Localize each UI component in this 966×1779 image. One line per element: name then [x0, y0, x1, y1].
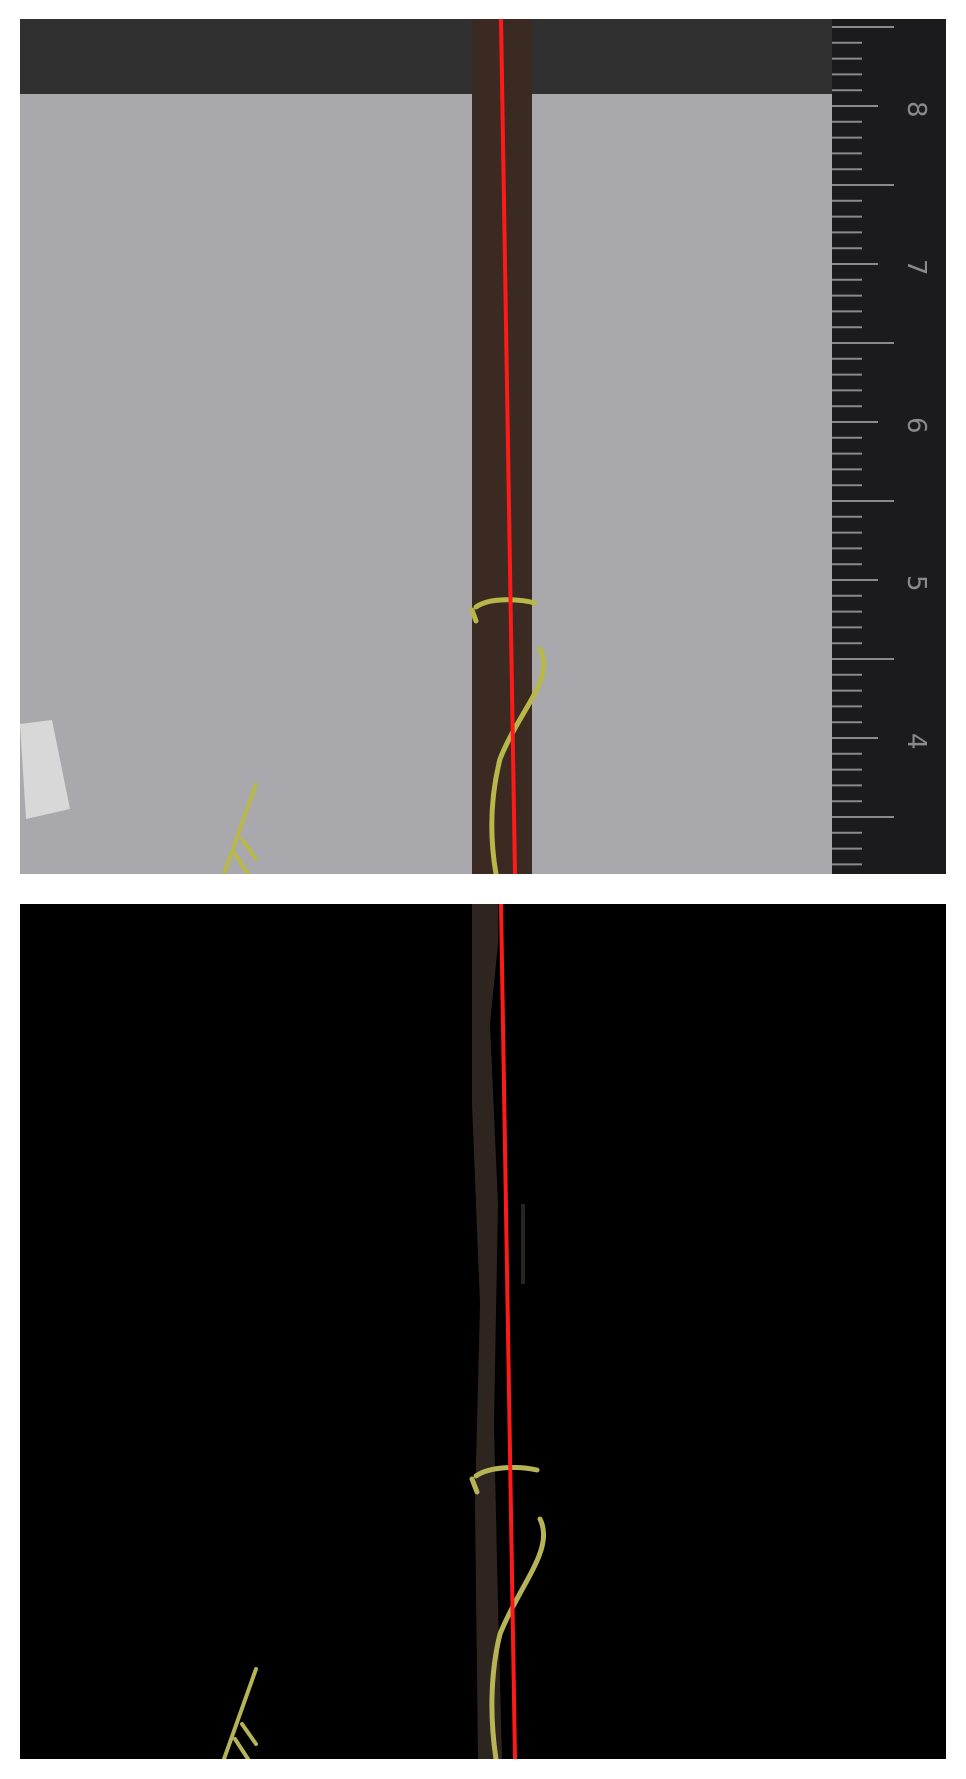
ruler-label-6: 6 — [901, 417, 931, 434]
ruler-labels: 8 7 6 5 4 — [901, 101, 931, 750]
red-guide-line — [499, 19, 517, 874]
tendril-mask — [469, 1465, 547, 1759]
original-photo: 8 7 6 5 4 — [20, 19, 946, 874]
stake-mask — [472, 904, 502, 1759]
segmented-mask — [20, 904, 946, 1759]
ruler — [832, 19, 946, 874]
plant-sprig — [222, 782, 258, 874]
stake-edge-fragment — [521, 1204, 525, 1284]
ruler-label-5: 5 — [901, 575, 931, 592]
segmented-mask-panel — [20, 904, 946, 1759]
tendril — [469, 597, 547, 874]
white-label — [20, 720, 70, 819]
red-guide-line-mask — [499, 904, 517, 1759]
ruler-label-8: 8 — [901, 101, 931, 118]
ruler-ticks — [832, 26, 894, 866]
plant-sprig-mask — [222, 1667, 258, 1759]
original-photo-panel: 8 7 6 5 4 — [20, 19, 946, 874]
ruler-label-4: 4 — [901, 733, 931, 750]
ruler-label-7: 7 — [901, 259, 931, 276]
